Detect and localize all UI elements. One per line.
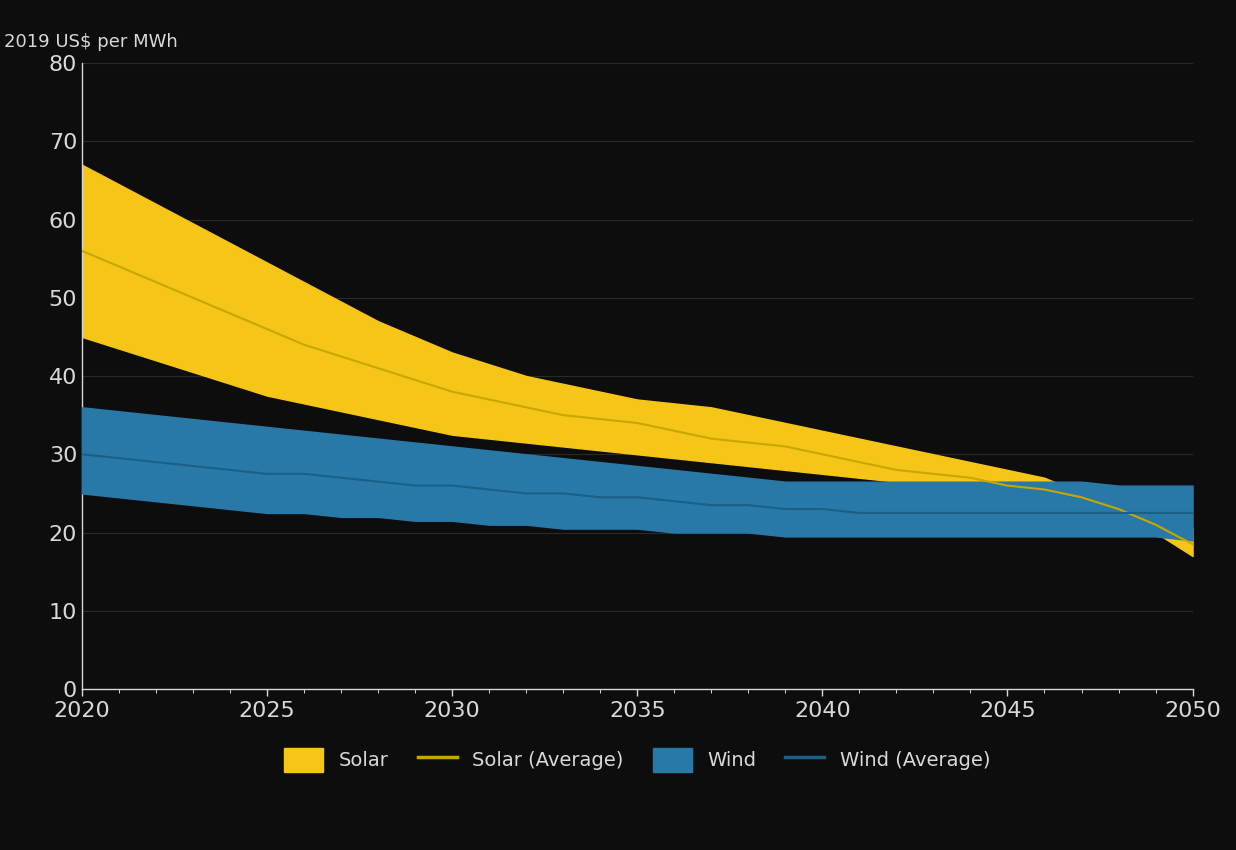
Legend: Solar, Solar (Average), Wind, Wind (Average): Solar, Solar (Average), Wind, Wind (Aver… xyxy=(277,740,999,779)
Text: 2019 US$ per MWh: 2019 US$ per MWh xyxy=(4,32,178,50)
